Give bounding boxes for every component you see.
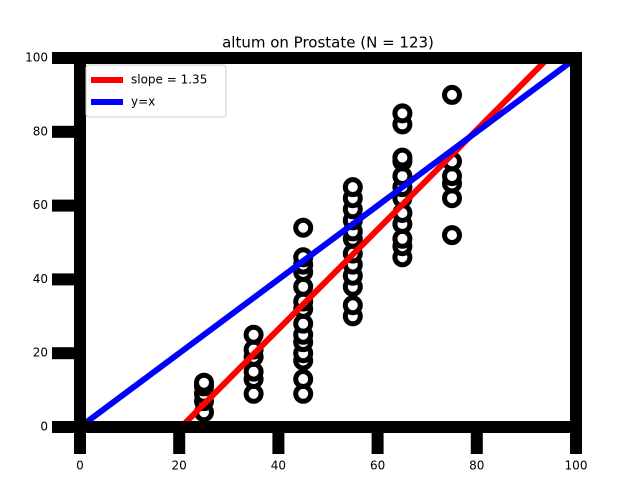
point [342, 295, 363, 316]
x-tick-mark [74, 427, 86, 454]
point [243, 324, 264, 345]
y-tick-mark [52, 347, 80, 360]
x-tick-mark [470, 427, 483, 454]
x-tick-mark [272, 427, 285, 454]
point [342, 177, 363, 198]
point [442, 84, 462, 105]
x-tick-label: 80 [469, 459, 484, 473]
point [293, 369, 314, 390]
y-tick-label: 0 [40, 420, 48, 434]
x-tick-label: 60 [370, 459, 385, 473]
y-tick-label: 40 [33, 272, 48, 286]
legend-label: y=x [131, 95, 155, 109]
point [194, 372, 214, 393]
x-tick-label: 0 [76, 459, 84, 473]
x-tick-mark [371, 427, 384, 454]
y-tick-mark [52, 421, 80, 433]
y-tick-label: 60 [33, 198, 48, 212]
point [392, 103, 413, 124]
fit-line [179, 55, 551, 430]
axes-frame [74, 52, 582, 433]
x-tick-label: 100 [565, 459, 588, 473]
y-tick-label: 80 [33, 124, 48, 138]
y-tick-label: 100 [25, 51, 48, 65]
y-tick-mark [52, 125, 80, 138]
legend-label: slope = 1.35 [131, 73, 207, 87]
x-tick-mark [570, 427, 582, 454]
x-tick-label: 40 [271, 459, 286, 473]
point [442, 225, 462, 246]
y-tick-mark [52, 52, 80, 64]
x-tick-mark [173, 427, 186, 454]
chart-title: altum on Prostate (N = 123) [222, 34, 434, 52]
y-tick-label: 20 [33, 346, 48, 360]
point [293, 217, 314, 238]
point [392, 147, 413, 168]
y-tick-mark [52, 273, 80, 286]
y-tick-mark [52, 199, 80, 212]
x-tick-label: 20 [172, 459, 187, 473]
fit-line [78, 55, 578, 430]
